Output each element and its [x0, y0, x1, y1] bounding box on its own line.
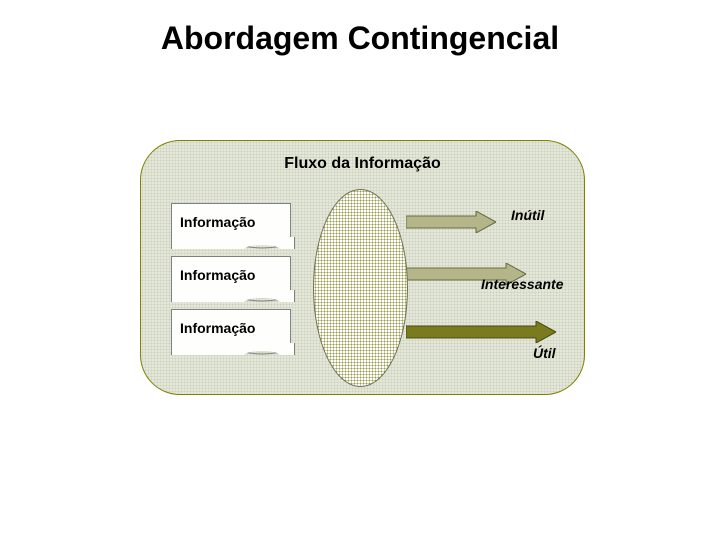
input-block-1: Informação [171, 256, 291, 296]
diagram-panel: Fluxo da Informação Informação Informaçã… [140, 140, 585, 395]
output-label-inutil: Inútil [511, 207, 544, 223]
output-label-util: Útil [533, 345, 556, 361]
arrow-shape [406, 321, 556, 343]
input-block-2: Informação [171, 309, 291, 349]
filter-ellipse [313, 189, 408, 387]
input-label: Informação [180, 214, 255, 230]
panel-title: Fluxo da Informação [284, 155, 440, 173]
input-block-0: Informação [171, 203, 291, 243]
page-title: Abordagem Contingencial [161, 20, 559, 57]
input-label: Informação [180, 267, 255, 283]
arrow-util [406, 321, 556, 343]
output-label-interessante: Interessante [481, 276, 563, 292]
input-label: Informação [180, 320, 255, 336]
arrow-inutil [406, 211, 496, 233]
